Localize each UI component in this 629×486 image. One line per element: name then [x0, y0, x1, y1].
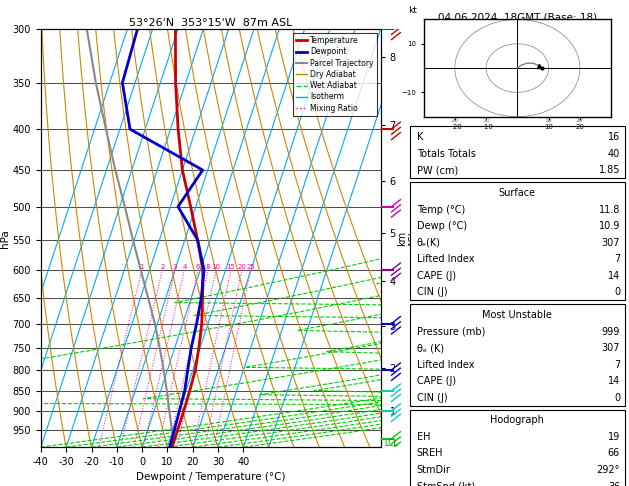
Text: PW (cm): PW (cm) — [417, 165, 458, 175]
Text: 0: 0 — [614, 287, 620, 297]
Y-axis label: hPa: hPa — [0, 229, 10, 247]
Text: 6: 6 — [196, 264, 200, 270]
Title: 53°26'N  353°15'W  87m ASL: 53°26'N 353°15'W 87m ASL — [129, 18, 292, 28]
Text: EH: EH — [417, 432, 430, 442]
Text: 307: 307 — [601, 238, 620, 247]
Text: 10: 10 — [545, 118, 552, 122]
Text: 15: 15 — [226, 264, 235, 270]
Text: Dewp (°C): Dewp (°C) — [417, 221, 467, 231]
Text: 20: 20 — [451, 118, 459, 122]
Bar — [410, 410, 625, 486]
Text: 0: 0 — [614, 393, 620, 402]
Text: K: K — [417, 132, 423, 142]
Text: 66: 66 — [608, 449, 620, 458]
Text: 04.06.2024  18GMT (Base: 18): 04.06.2024 18GMT (Base: 18) — [438, 12, 597, 22]
Text: 1: 1 — [140, 264, 144, 270]
Text: CAPE (J): CAPE (J) — [417, 271, 456, 280]
Text: 40: 40 — [608, 149, 620, 158]
Bar — [410, 182, 625, 300]
Y-axis label: km
ASL: km ASL — [397, 229, 419, 247]
Text: StmDir: StmDir — [417, 465, 451, 475]
Text: 4: 4 — [182, 264, 187, 270]
Text: Lifted Index: Lifted Index — [417, 360, 474, 369]
Text: 14: 14 — [608, 271, 620, 280]
Text: Pressure (mb): Pressure (mb) — [417, 327, 485, 336]
Text: Lifted Index: Lifted Index — [417, 254, 474, 264]
Text: 20: 20 — [238, 264, 247, 270]
Text: Temp (°C): Temp (°C) — [417, 205, 465, 214]
Text: CAPE (J): CAPE (J) — [417, 376, 456, 386]
Text: 16: 16 — [608, 132, 620, 142]
Text: 11.8: 11.8 — [599, 205, 620, 214]
Text: 20: 20 — [576, 118, 584, 122]
Text: kt: kt — [409, 5, 418, 15]
Bar — [410, 304, 625, 406]
Text: 7: 7 — [614, 254, 620, 264]
Text: Most Unstable: Most Unstable — [482, 310, 552, 320]
Text: 307: 307 — [601, 343, 620, 353]
Text: Hodograph: Hodograph — [491, 416, 544, 425]
Text: StmSpd (kt): StmSpd (kt) — [417, 482, 475, 486]
Text: Totals Totals: Totals Totals — [417, 149, 476, 158]
Text: 19: 19 — [608, 432, 620, 442]
Text: CIN (J): CIN (J) — [417, 287, 447, 297]
Text: θₑ(K): θₑ(K) — [417, 238, 441, 247]
Text: 36: 36 — [608, 482, 620, 486]
X-axis label: Dewpoint / Temperature (°C): Dewpoint / Temperature (°C) — [136, 472, 286, 483]
Text: 10: 10 — [211, 264, 221, 270]
Text: 3: 3 — [173, 264, 177, 270]
Text: 292°: 292° — [597, 465, 620, 475]
Text: LCL: LCL — [385, 439, 398, 448]
Text: 8: 8 — [206, 264, 210, 270]
Bar — [410, 126, 625, 178]
Text: 999: 999 — [602, 327, 620, 336]
Text: 25: 25 — [246, 264, 255, 270]
Text: 1.85: 1.85 — [599, 165, 620, 175]
Text: CIN (J): CIN (J) — [417, 393, 447, 402]
Text: 7: 7 — [614, 360, 620, 369]
Legend: Temperature, Dewpoint, Parcel Trajectory, Dry Adiabat, Wet Adiabat, Isotherm, Mi: Temperature, Dewpoint, Parcel Trajectory… — [292, 33, 377, 116]
Text: θₑ (K): θₑ (K) — [417, 343, 444, 353]
Text: SREH: SREH — [417, 449, 443, 458]
Text: Surface: Surface — [499, 188, 536, 198]
Text: 14: 14 — [608, 376, 620, 386]
Text: 10.9: 10.9 — [599, 221, 620, 231]
Text: 10: 10 — [482, 118, 490, 122]
Text: © weatheronline.co.uk: © weatheronline.co.uk — [465, 469, 569, 479]
Text: 2: 2 — [160, 264, 165, 270]
